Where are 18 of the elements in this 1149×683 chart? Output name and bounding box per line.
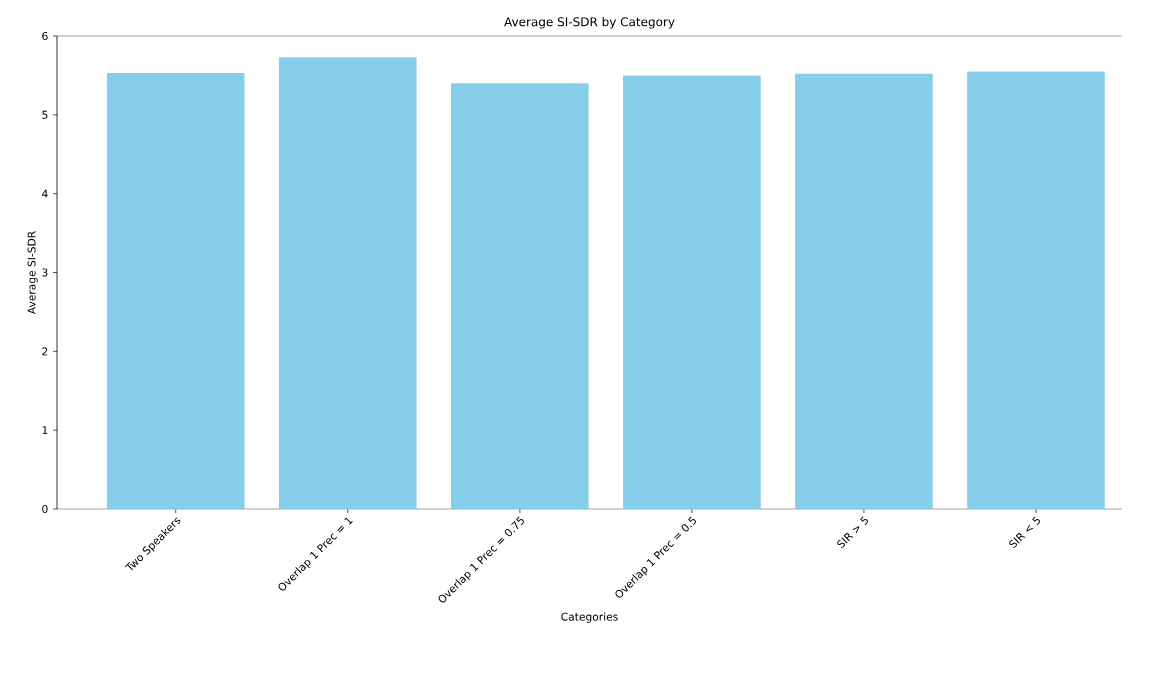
bar [967, 71, 1105, 509]
x-tick-label: SIR > 5 [837, 516, 868, 549]
y-tick-label: 4 [42, 189, 48, 198]
y-tick-label: 6 [42, 31, 48, 41]
y-tick-label: 2 [42, 347, 48, 356]
chart-title: Average SI-SDR by Category [504, 17, 675, 29]
x-axis-title: Categories [561, 612, 618, 623]
y-tick-label: 3 [42, 268, 48, 277]
bar [795, 73, 933, 509]
y-tick-label: 0 [42, 504, 48, 514]
bar [106, 73, 245, 509]
bar [623, 75, 761, 509]
bar [451, 83, 589, 509]
bar [278, 57, 417, 509]
y-axis-title: Average SI-SDR [27, 231, 38, 315]
x-tick-label: SIR < 5 [1009, 516, 1040, 549]
y-tick-label: 1 [42, 426, 48, 435]
y-tick-label: 5 [42, 110, 48, 119]
